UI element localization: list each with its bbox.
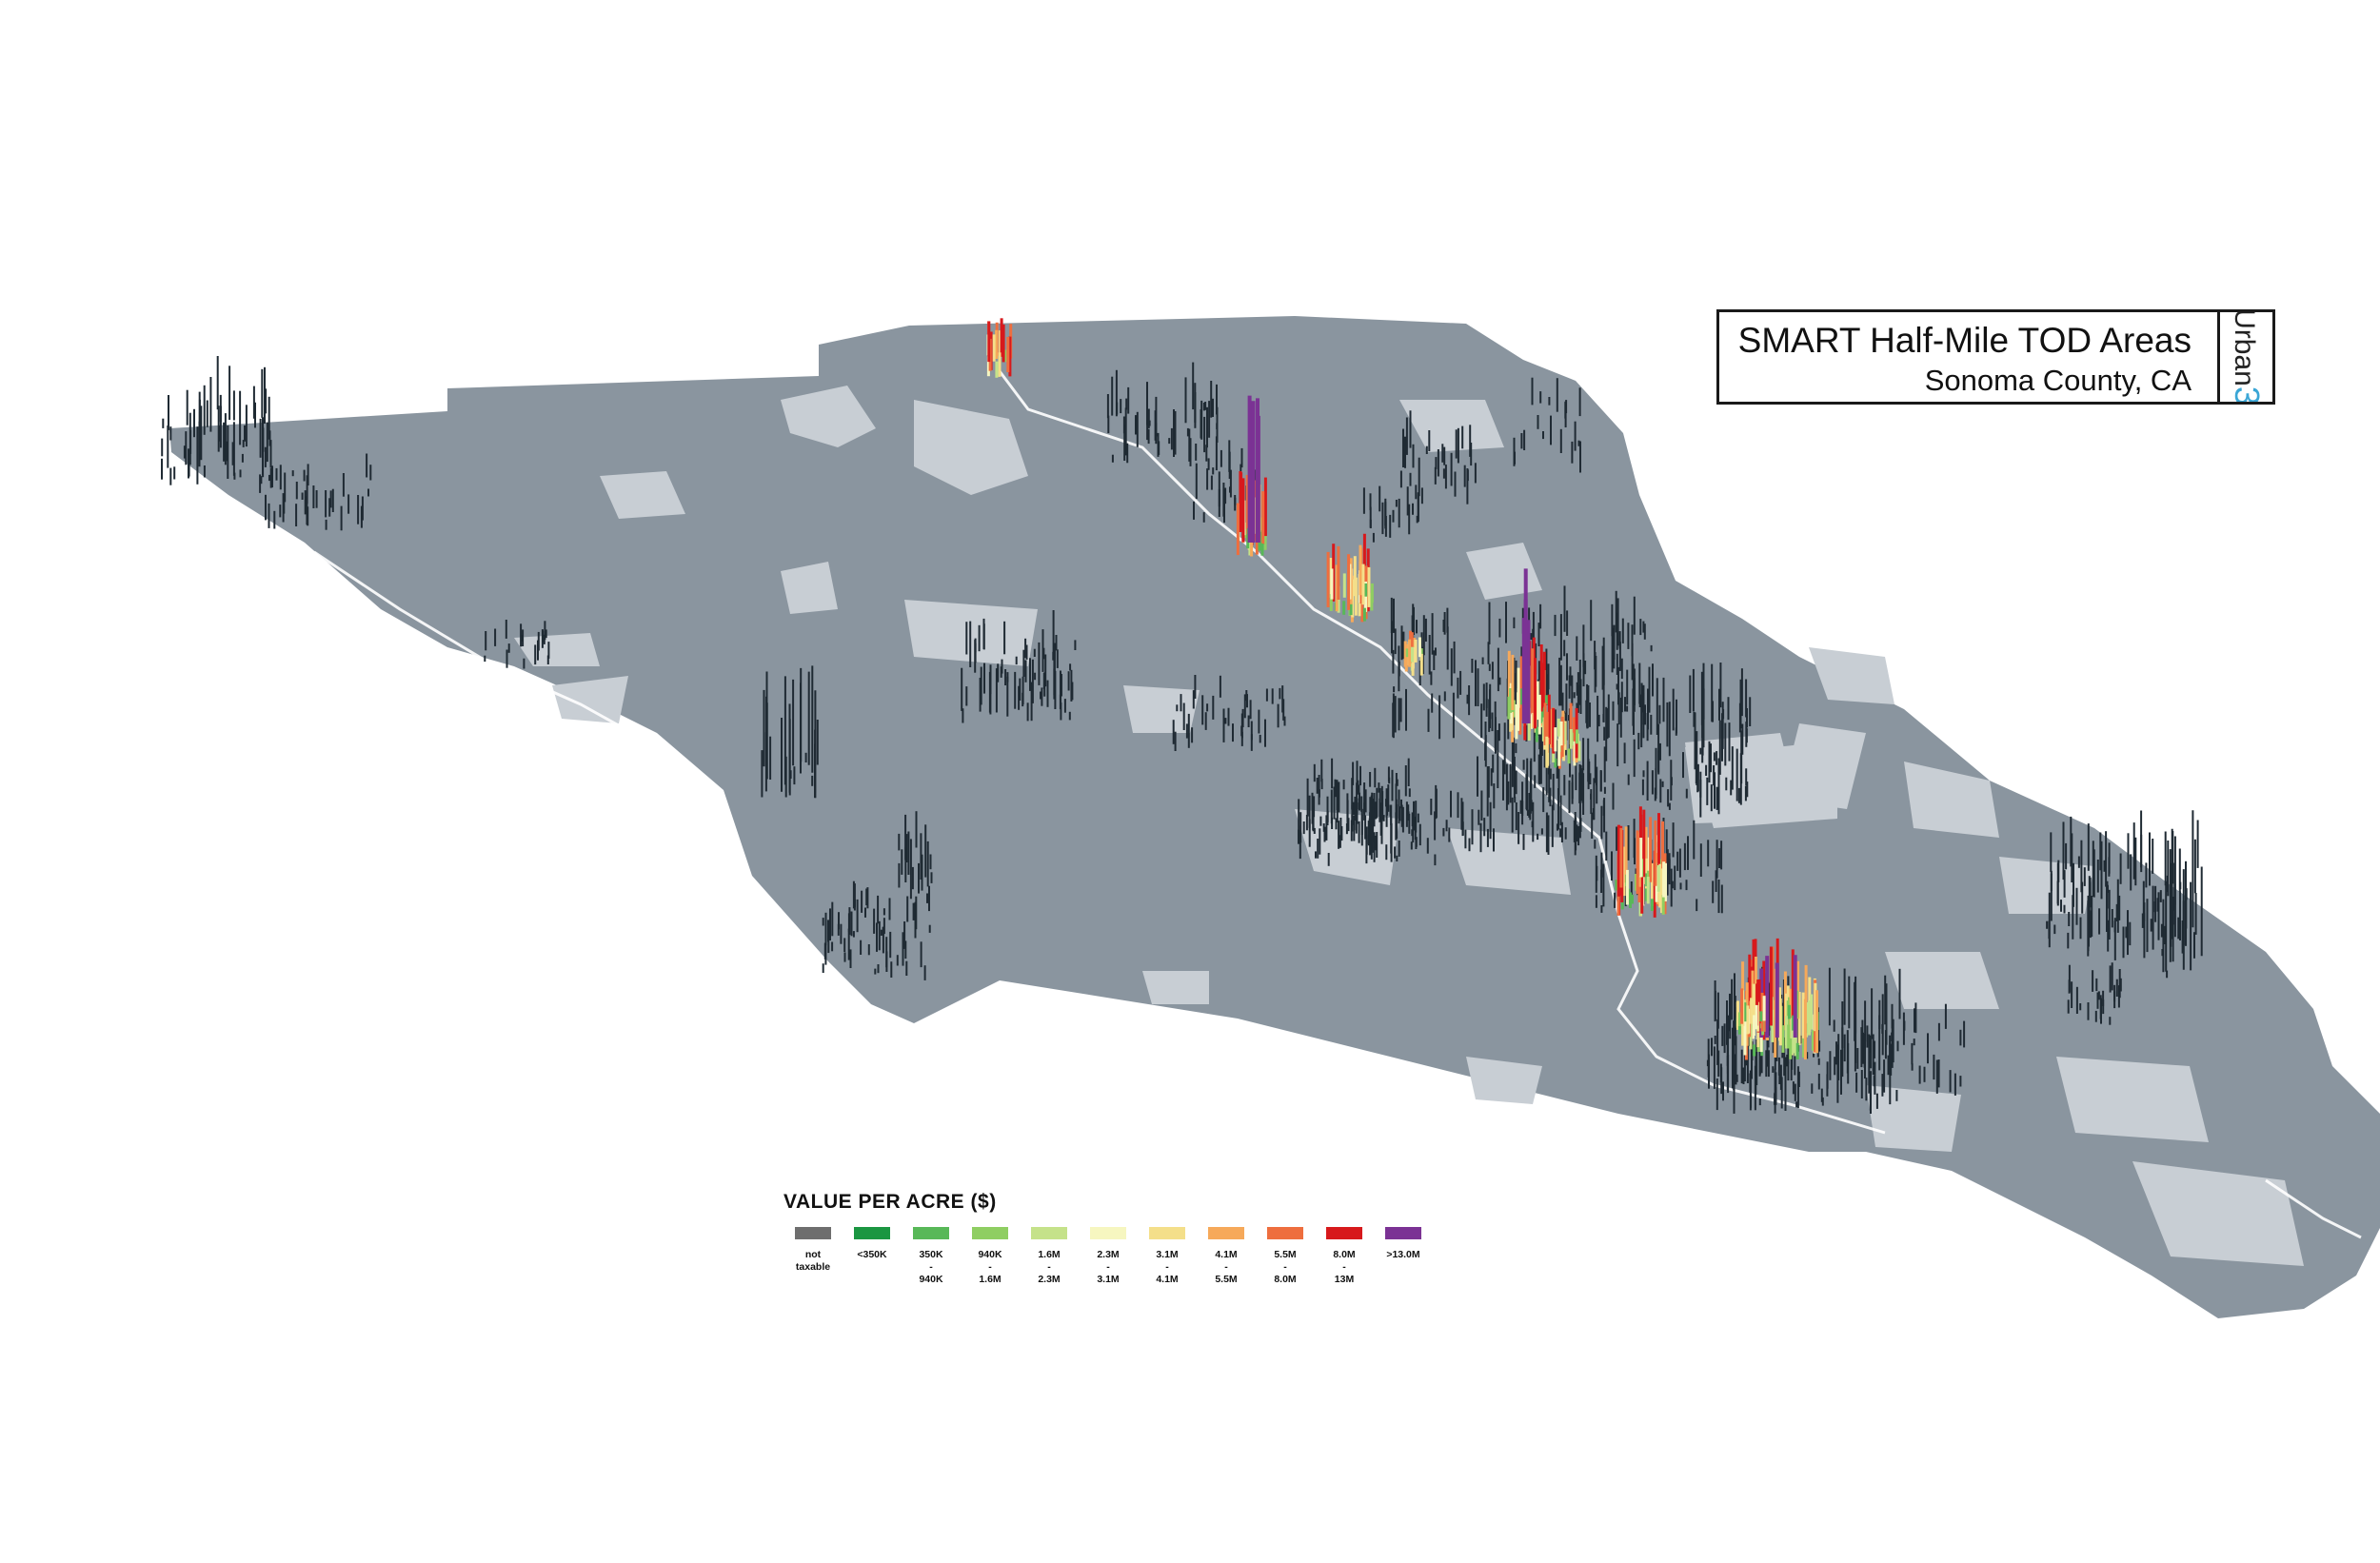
legend-swatch: [1385, 1227, 1421, 1239]
legend: VALUE PER ACRE ($) not taxable <350K 350…: [783, 1191, 1433, 1286]
legend-swatch: [1090, 1227, 1126, 1239]
legend-label: 2.3M - 3.1M: [1097, 1249, 1120, 1285]
legend-swatch: [854, 1227, 890, 1239]
legend-item: 3.1M - 4.1M: [1138, 1227, 1197, 1286]
legend-label: >13.0M: [1386, 1249, 1420, 1260]
map-title: SMART Half-Mile TOD Areas: [1737, 321, 2192, 360]
legend-items: not taxable <350K 350K - 940K 940K - 1.6…: [783, 1227, 1433, 1286]
brand-name: Urban: [2228, 312, 2260, 386]
legend-label: 8.0M - 13M: [1333, 1249, 1356, 1285]
tod-value-spikes: [986, 318, 1819, 1060]
brand-number: 3: [2227, 386, 2267, 402]
legend-swatch: [1149, 1227, 1185, 1239]
map-subtitle: Sonoma County, CA: [1924, 364, 2192, 397]
legend-label: <350K: [857, 1249, 887, 1260]
brand-logo: Urban3: [2220, 312, 2272, 402]
legend-item: <350K: [843, 1227, 902, 1286]
brand-divider: [2217, 312, 2220, 402]
legend-label: 3.1M - 4.1M: [1156, 1249, 1179, 1285]
legend-swatch: [1326, 1227, 1362, 1239]
legend-label: 5.5M - 8.0M: [1274, 1249, 1297, 1285]
sonoma-county-landmass: [169, 316, 2380, 1318]
legend-label: 1.6M - 2.3M: [1038, 1249, 1061, 1285]
legend-item: 2.3M - 3.1M: [1079, 1227, 1138, 1286]
legend-item: >13.0M: [1374, 1227, 1433, 1286]
legend-label: not taxable: [795, 1249, 831, 1273]
legend-item: 1.6M - 2.3M: [1020, 1227, 1079, 1286]
legend-item: 350K - 940K: [902, 1227, 961, 1286]
legend-item: not taxable: [783, 1227, 843, 1286]
legend-swatch: [795, 1227, 831, 1239]
legend-swatch: [1208, 1227, 1244, 1239]
title-box: SMART Half-Mile TOD Areas Sonoma County,…: [1716, 309, 2275, 405]
legend-swatch: [972, 1227, 1008, 1239]
legend-item: 940K - 1.6M: [961, 1227, 1020, 1286]
legend-swatch: [1267, 1227, 1303, 1239]
legend-label: 350K - 940K: [919, 1249, 943, 1285]
legend-label: 4.1M - 5.5M: [1215, 1249, 1238, 1285]
legend-swatch: [913, 1227, 949, 1239]
legend-item: 5.5M - 8.0M: [1256, 1227, 1315, 1286]
legend-swatch: [1031, 1227, 1067, 1239]
legend-item: 4.1M - 5.5M: [1197, 1227, 1256, 1286]
legend-item: 8.0M - 13M: [1315, 1227, 1374, 1286]
legend-title: VALUE PER ACRE ($): [783, 1191, 997, 1213]
legend-label: 940K - 1.6M: [978, 1249, 1002, 1285]
